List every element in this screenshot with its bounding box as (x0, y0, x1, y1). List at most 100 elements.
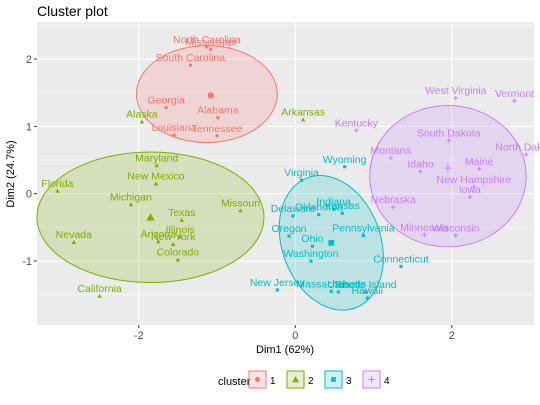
cluster-4-point (477, 166, 482, 171)
cluster-1-point-label: Louisiana (151, 122, 196, 134)
cluster-4-point (467, 194, 473, 200)
cluster-3-point-label: Rhode Island (335, 279, 397, 291)
cluster-1-point-label: Georgia (147, 95, 185, 107)
cluster-3-point (343, 165, 347, 169)
x-axis-title: Dim1 (62%) (256, 344, 314, 356)
y-axis-title: Dim2 (24.7%) (5, 140, 17, 207)
cluster-4-centroid (443, 163, 453, 173)
legend-marker-1 (254, 376, 261, 383)
cluster-3-point-label: Wyoming (323, 154, 367, 166)
cluster-3-point (287, 234, 291, 238)
cluster-1-point (215, 134, 219, 138)
cluster-2-point (175, 257, 181, 262)
cluster-3-point (310, 244, 315, 248)
cluster-3-point (336, 290, 340, 294)
cluster-2-point-label: Illinois (166, 224, 195, 236)
cluster-3-point-label: Indiana (316, 196, 351, 208)
cluster-4-point-label: Vermont (495, 88, 534, 100)
y-tick-label: 1 (26, 121, 32, 133)
cluster-3-point (364, 290, 368, 294)
cluster-1-centroid (207, 92, 214, 99)
cluster-3-point (361, 233, 365, 237)
cluster-4-point (388, 155, 393, 161)
cluster-points (55, 45, 529, 300)
axes: -2 0 2 -1 0 1 2 (22, 54, 455, 342)
cluster-2-point-label: California (77, 283, 122, 295)
plot-panel (37, 22, 534, 325)
cluster-2-point (238, 208, 243, 213)
cluster-2-point (156, 239, 161, 244)
cluster-4-point (422, 232, 427, 237)
cluster-2-point-label: Maryland (135, 152, 178, 164)
cluster-4-point (446, 138, 451, 143)
cluster-3-point-label: Oklahoma (295, 202, 343, 214)
cluster-2-point-label: Michigan (110, 191, 152, 203)
cluster-3-point-label: Massachusetts (296, 278, 366, 290)
cluster-2-point-label: Texas (168, 207, 195, 219)
legend-marker-2 (292, 376, 299, 383)
cluster-2-point (97, 293, 102, 298)
legend-label-2: 2 (308, 376, 314, 387)
cluster-2-point-label: Nevada (56, 229, 92, 241)
chart-title: Cluster plot (37, 3, 108, 19)
cluster-2-point (71, 239, 76, 244)
x-tick-label: 2 (449, 330, 455, 342)
cluster-2-point (128, 202, 134, 207)
cluster-4-ellipse (369, 104, 527, 248)
cluster-3-point-label: Kansas (325, 200, 360, 212)
cluster-3-point (300, 178, 304, 182)
cluster-3-point (365, 296, 369, 300)
cluster-3-point (329, 289, 333, 293)
cluster-2-point (179, 217, 184, 222)
cluster-3-point (399, 264, 403, 268)
cluster-1-point-label: South Carolina (156, 52, 226, 64)
cluster-3-point-label: Oregon (272, 223, 307, 235)
y-tick-label: -1 (22, 256, 32, 268)
cluster-2-point (178, 234, 183, 239)
cluster-1-point (209, 47, 213, 52)
cluster-3-point-label: Pennsylvania (332, 222, 395, 234)
cluster-1-point (188, 63, 193, 67)
cluster-2-point-label: New Mexico (127, 171, 184, 183)
x-tick-label: 0 (292, 330, 298, 342)
cluster-3-point (291, 214, 295, 218)
cluster-4-point-label: Maine (465, 156, 494, 168)
cluster-2-point-label: Florida (41, 178, 73, 190)
cluster-4-point (390, 204, 396, 210)
cluster-3-point (309, 259, 313, 263)
x-tick-label: -2 (134, 330, 144, 342)
cluster-1-point-label: Mississippi (185, 37, 236, 49)
cluster-3-point-label: Connecticut (373, 253, 429, 265)
cluster-3-point-label: Delaware (271, 203, 316, 215)
cluster-3-point-label: New Jersey (250, 277, 306, 289)
cluster-2-point-label: Colorado (157, 247, 200, 259)
cluster-1-point (216, 115, 220, 120)
cluster-2-point (154, 163, 159, 168)
grid-lines (37, 22, 534, 325)
cluster-2-point-label: Arizona (141, 229, 177, 241)
legend-title: cluster (218, 376, 251, 388)
cluster-1-point-label: Tennessee (192, 123, 243, 135)
cluster-2-point (300, 117, 306, 122)
cluster-3-point (275, 288, 279, 292)
cluster-1-point (172, 133, 176, 137)
cluster-4-point (354, 128, 359, 133)
cluster-4-point-label: Kentucky (335, 117, 379, 129)
cluster-1-point (205, 45, 209, 49)
legend: cluster 1 2 3 4 (218, 370, 390, 389)
cluster-4-point (453, 95, 458, 101)
cluster-2-point (55, 188, 60, 193)
cluster-4-point-label: Idaho (407, 158, 433, 170)
cluster-1-point (164, 105, 168, 110)
cluster-4-point (453, 233, 458, 238)
cluster-2-point-label: New York (151, 231, 196, 243)
cluster-4-point (471, 184, 476, 190)
cluster-4-point-label: Minnesota (400, 222, 449, 234)
cluster-4-point (523, 152, 529, 157)
legend-label-3: 3 (346, 376, 352, 387)
cluster-3-point-label: Ohio (301, 233, 323, 245)
legend-label-4: 4 (384, 376, 390, 387)
cluster-2-point-label: Arkansas (281, 107, 325, 119)
